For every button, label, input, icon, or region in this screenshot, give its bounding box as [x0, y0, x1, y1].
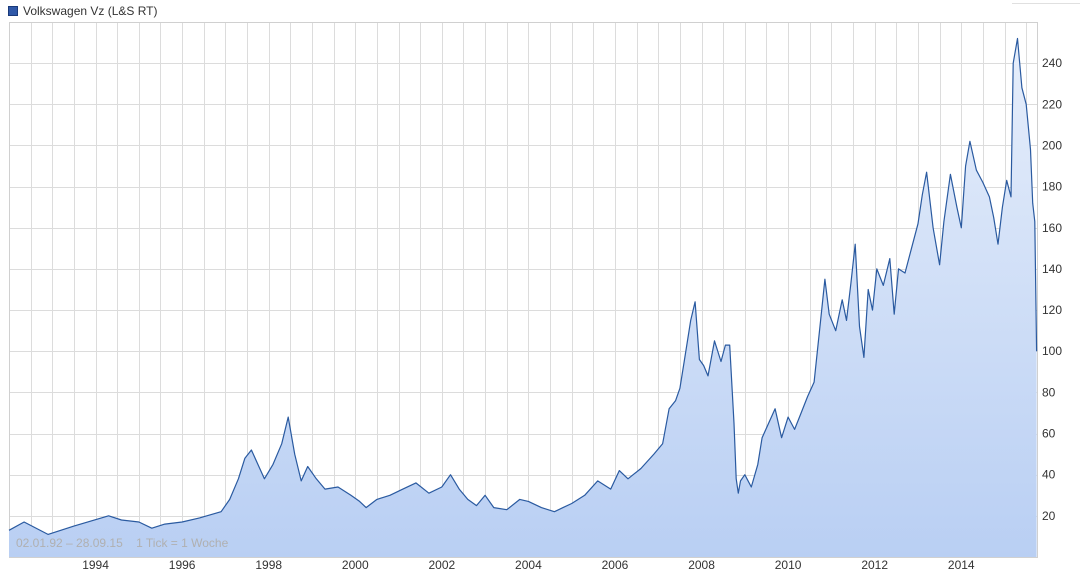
x-tick-label: 2002: [428, 558, 455, 572]
plot-frame: [9, 22, 1038, 558]
chart-legend: Volkswagen Vz (L&S RT): [8, 4, 158, 18]
y-tick-label: 100: [1042, 344, 1062, 358]
y-tick-label: 20: [1042, 509, 1056, 523]
x-tick-label: 1998: [255, 558, 282, 572]
grid-lines: [9, 22, 1037, 557]
y-tick-label: 80: [1042, 385, 1056, 399]
legend-label: Volkswagen Vz (L&S RT): [23, 4, 158, 18]
x-tick-label: 2004: [515, 558, 542, 572]
x-tick-label: 2008: [688, 558, 715, 572]
y-tick-label: 240: [1042, 56, 1062, 70]
price-line: [8, 37, 1038, 535]
y-tick-label: 60: [1042, 427, 1056, 441]
price-area: [9, 38, 1037, 557]
y-tick-label: 180: [1042, 180, 1062, 194]
x-tick-label: 2010: [775, 558, 802, 572]
info-text: 02.01.92 – 28.09.15 1 Tick = 1 Woche: [16, 536, 229, 550]
x-tick-label: 1996: [169, 558, 196, 572]
y-tick-label: 200: [1042, 138, 1062, 152]
y-tick-label: 140: [1042, 262, 1062, 276]
date-range: 02.01.92 – 28.09.15: [16, 536, 123, 550]
x-tick-label: 1994: [82, 558, 109, 572]
x-axis-ticks: 1994 1996 1998 2000 2002 2004 2006 2008 2010 2012…: [82, 558, 975, 572]
legend-swatch: [8, 6, 18, 16]
tick-interval: 1 Tick = 1 Woche: [136, 536, 228, 550]
x-tick-label: 2006: [602, 558, 629, 572]
y-axis-ticks: 20 40 60 80 100 120 140 160 180 200 220 240: [1042, 56, 1062, 523]
x-tick-label: 2000: [342, 558, 369, 572]
x-tick-label: 2014: [948, 558, 975, 572]
top-right-frame: [1012, 0, 1080, 4]
x-tick-label: 2012: [861, 558, 888, 572]
y-tick-label: 220: [1042, 97, 1062, 111]
y-tick-label: 40: [1042, 468, 1056, 482]
y-tick-label: 160: [1042, 221, 1062, 235]
y-tick-label: 120: [1042, 303, 1062, 317]
